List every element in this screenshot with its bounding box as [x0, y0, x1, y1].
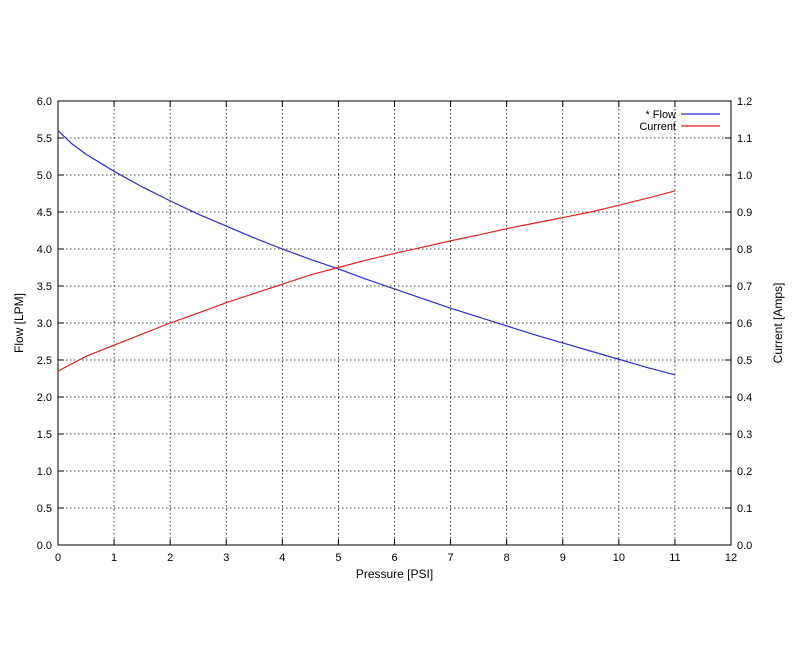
- y2-tick-label: 0.1: [737, 503, 752, 515]
- x-tick-label: 12: [725, 552, 737, 564]
- y2-tick-label: 1.0: [737, 170, 752, 182]
- y-tick-label: 2.0: [37, 392, 52, 404]
- x-tick-label: 8: [504, 552, 510, 564]
- legend-label-current: Current: [639, 121, 676, 133]
- x-tick-label: 6: [391, 552, 397, 564]
- y-tick-label: 5.5: [37, 133, 52, 145]
- y-tick-label: 5.0: [37, 170, 52, 182]
- y-tick-label: 1.0: [37, 466, 52, 478]
- x-axis-title: Pressure [PSI]: [356, 567, 433, 581]
- y2-tick-label: 0.9: [737, 207, 752, 219]
- y-tick-label: 4.0: [37, 244, 52, 256]
- y2-tick-label: 0.3: [737, 429, 752, 441]
- y2-axis-title: Current [Amps]: [771, 283, 785, 364]
- x-tick-label: 4: [279, 552, 285, 564]
- y2-tick-label: 0.8: [737, 244, 752, 256]
- x-tick-label: 10: [613, 552, 625, 564]
- x-tick-label: 9: [560, 552, 566, 564]
- y-tick-label: 3.0: [37, 318, 52, 330]
- x-tick-label: 5: [335, 552, 341, 564]
- y2-tick-label: 1.2: [737, 96, 752, 108]
- x-tick-label: 11: [669, 552, 680, 564]
- y-tick-label: 0.0: [37, 540, 52, 552]
- y2-tick-label: 0.4: [737, 392, 752, 404]
- series-line-current: [57, 190, 676, 372]
- x-tick-label: 2: [167, 552, 173, 564]
- y-axis-title: Flow [LPM]: [12, 293, 26, 353]
- y2-tick-label: 0.0: [737, 540, 752, 552]
- y2-tick-label: 0.6: [737, 318, 752, 330]
- series-layer: [57, 130, 676, 376]
- y-tick-label: 6.0: [37, 96, 52, 108]
- y-tick-label: 3.5: [37, 281, 52, 293]
- y-tick-label: 1.5: [37, 429, 52, 441]
- y2-tick-label: 0.7: [737, 281, 752, 293]
- x-tick-label: 1: [111, 552, 117, 564]
- y-tick-label: 2.5: [37, 355, 52, 367]
- x-tick-label: 7: [448, 552, 454, 564]
- x-tick-label: 3: [223, 552, 229, 564]
- y2-tick-label: 0.2: [737, 466, 752, 478]
- y-tick-label: 0.5: [37, 503, 52, 515]
- grid: [58, 101, 731, 545]
- y2-tick-label: 0.5: [737, 355, 752, 367]
- x-tick-label: 0: [55, 552, 61, 564]
- y-tick-label: 4.5: [37, 207, 52, 219]
- legend-label-flow: * Flow: [645, 109, 676, 121]
- ticks: 0 1 2 3 4 5 6 7 8 9 10 11 120.00.51.01.52.02.53.03.5…: [37, 96, 753, 564]
- series-line-flow: [57, 130, 676, 376]
- y2-tick-label: 1.1: [737, 133, 752, 145]
